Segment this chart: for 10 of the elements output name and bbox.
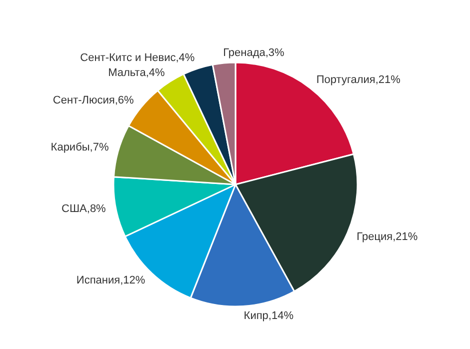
slice-label: Кипр,14%	[244, 310, 294, 322]
slice-label: Сент-Люсия,6%	[52, 94, 134, 106]
slice-label: Гренада,3%	[223, 47, 285, 60]
slice-label: Греция,21%	[356, 230, 418, 243]
slice-label: Португалия,21%	[316, 74, 401, 86]
slice-label: Мальта,4%	[108, 67, 165, 80]
slice-label: Карибы,7%	[50, 142, 109, 154]
slice-label: Испания,12%	[76, 274, 146, 287]
slice-label: Сент-Китс и Невис,4%	[80, 52, 195, 64]
slice-label: США,8%	[62, 203, 106, 216]
